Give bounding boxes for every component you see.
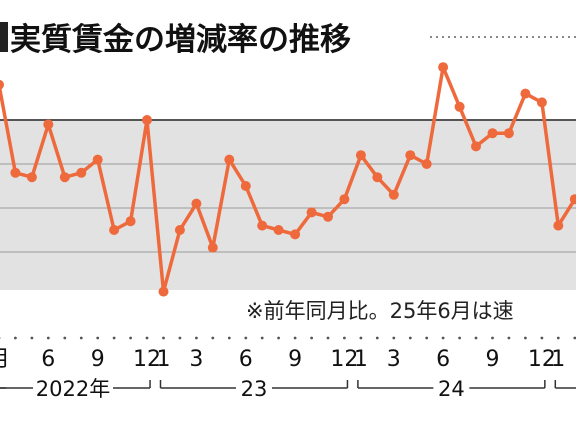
data-point (174, 225, 185, 235)
x-tick-label: 9 (486, 347, 500, 372)
x-tick-dot (14, 336, 17, 340)
data-point (372, 172, 383, 183)
x-tick-dot (178, 336, 182, 340)
x-tick-label: 1 (551, 347, 565, 372)
data-point (454, 101, 465, 112)
data-point (43, 119, 54, 130)
data-point (191, 198, 202, 209)
x-tick-dot (375, 336, 379, 340)
data-point (503, 128, 514, 139)
x-tick-label: 12 (133, 347, 161, 372)
chart-title-group: 実質賃金の増減率の推移 (0, 22, 576, 58)
x-tick-dot (359, 336, 363, 340)
x-axis: 月691213691213691212022年2324 (0, 336, 576, 401)
data-point (142, 115, 152, 125)
x-tick-label: 月 (0, 347, 10, 372)
x-tick-dot (392, 336, 396, 340)
data-point (76, 167, 87, 178)
x-tick-label: 6 (436, 347, 450, 372)
data-point (240, 181, 251, 191)
data-point (323, 211, 333, 222)
data-point (487, 128, 498, 139)
x-tick-dot (211, 336, 215, 340)
x-tick-dot (458, 336, 461, 340)
x-tick-dot (425, 336, 429, 340)
x-tick-label: 6 (41, 347, 55, 372)
x-tick-dot (343, 336, 346, 340)
x-tick-dot (96, 336, 100, 340)
data-point (10, 167, 21, 178)
x-tick-dot (573, 336, 576, 340)
year-label: 23 (241, 377, 268, 401)
data-point (257, 220, 268, 231)
data-point (224, 154, 235, 165)
x-tick-dot (408, 336, 412, 340)
data-point (536, 97, 547, 108)
data-point (109, 225, 120, 235)
data-point (125, 216, 136, 227)
data-point (207, 242, 218, 253)
data-point (553, 220, 564, 231)
x-tick-dot (195, 336, 198, 340)
x-tick-dot (244, 336, 248, 340)
chart-title: 実質賃金の増減率の推移 (10, 22, 351, 58)
x-tick-dot (162, 336, 165, 340)
data-point (471, 141, 481, 152)
x-tick-dot (556, 336, 560, 340)
x-tick-dot (326, 336, 330, 340)
x-tick-dot (277, 336, 280, 340)
x-tick-label: 3 (189, 347, 203, 372)
data-point (520, 88, 531, 99)
x-tick-label: 12 (330, 347, 358, 372)
data-point (421, 159, 432, 169)
x-tick-label: 9 (288, 347, 302, 372)
year-label: 24 (438, 377, 465, 401)
series-layer (0, 62, 576, 297)
data-point (59, 172, 70, 183)
data-point (355, 150, 366, 161)
year-label: 2022年 (36, 377, 110, 401)
data-point (306, 207, 317, 218)
chart-note: ※前年同月比。25年6月は速 (246, 299, 514, 323)
x-tick-dot (491, 336, 494, 340)
data-point (569, 194, 576, 205)
data-point (92, 154, 103, 165)
x-tick-dot (112, 336, 116, 340)
data-point (273, 225, 284, 235)
x-tick-dot (30, 336, 34, 340)
x-tick-dot (441, 336, 445, 340)
x-tick-label: 1 (354, 347, 368, 372)
x-tick-dot (310, 336, 313, 340)
background-bands (0, 119, 576, 290)
data-point (438, 62, 449, 73)
x-tick-dot (474, 336, 478, 340)
data-point (290, 229, 301, 240)
x-tick-dot (145, 336, 149, 340)
data-point (388, 189, 399, 200)
data-point (405, 150, 416, 161)
x-tick-dot (79, 336, 83, 340)
negative-band (0, 120, 576, 290)
data-point (26, 172, 37, 183)
x-tick-label: 9 (91, 347, 105, 372)
x-tick-label: 6 (239, 347, 253, 372)
data-point (339, 194, 350, 205)
note-background (240, 292, 576, 326)
x-tick-dot (540, 336, 544, 340)
x-tick-dot (524, 336, 527, 340)
x-tick-dot (46, 336, 50, 340)
x-tick-dot (227, 336, 231, 340)
x-tick-label: 12 (528, 347, 556, 372)
data-point (158, 286, 169, 297)
x-tick-dot (129, 336, 133, 340)
title-square-marker (0, 22, 8, 52)
x-tick-dot (260, 336, 264, 340)
x-tick-label: 3 (387, 347, 401, 372)
x-tick-dot (293, 336, 297, 340)
x-tick-dot (63, 336, 67, 340)
data-point (0, 79, 4, 90)
x-tick-dot (507, 336, 511, 340)
x-tick-label: 1 (157, 347, 171, 372)
